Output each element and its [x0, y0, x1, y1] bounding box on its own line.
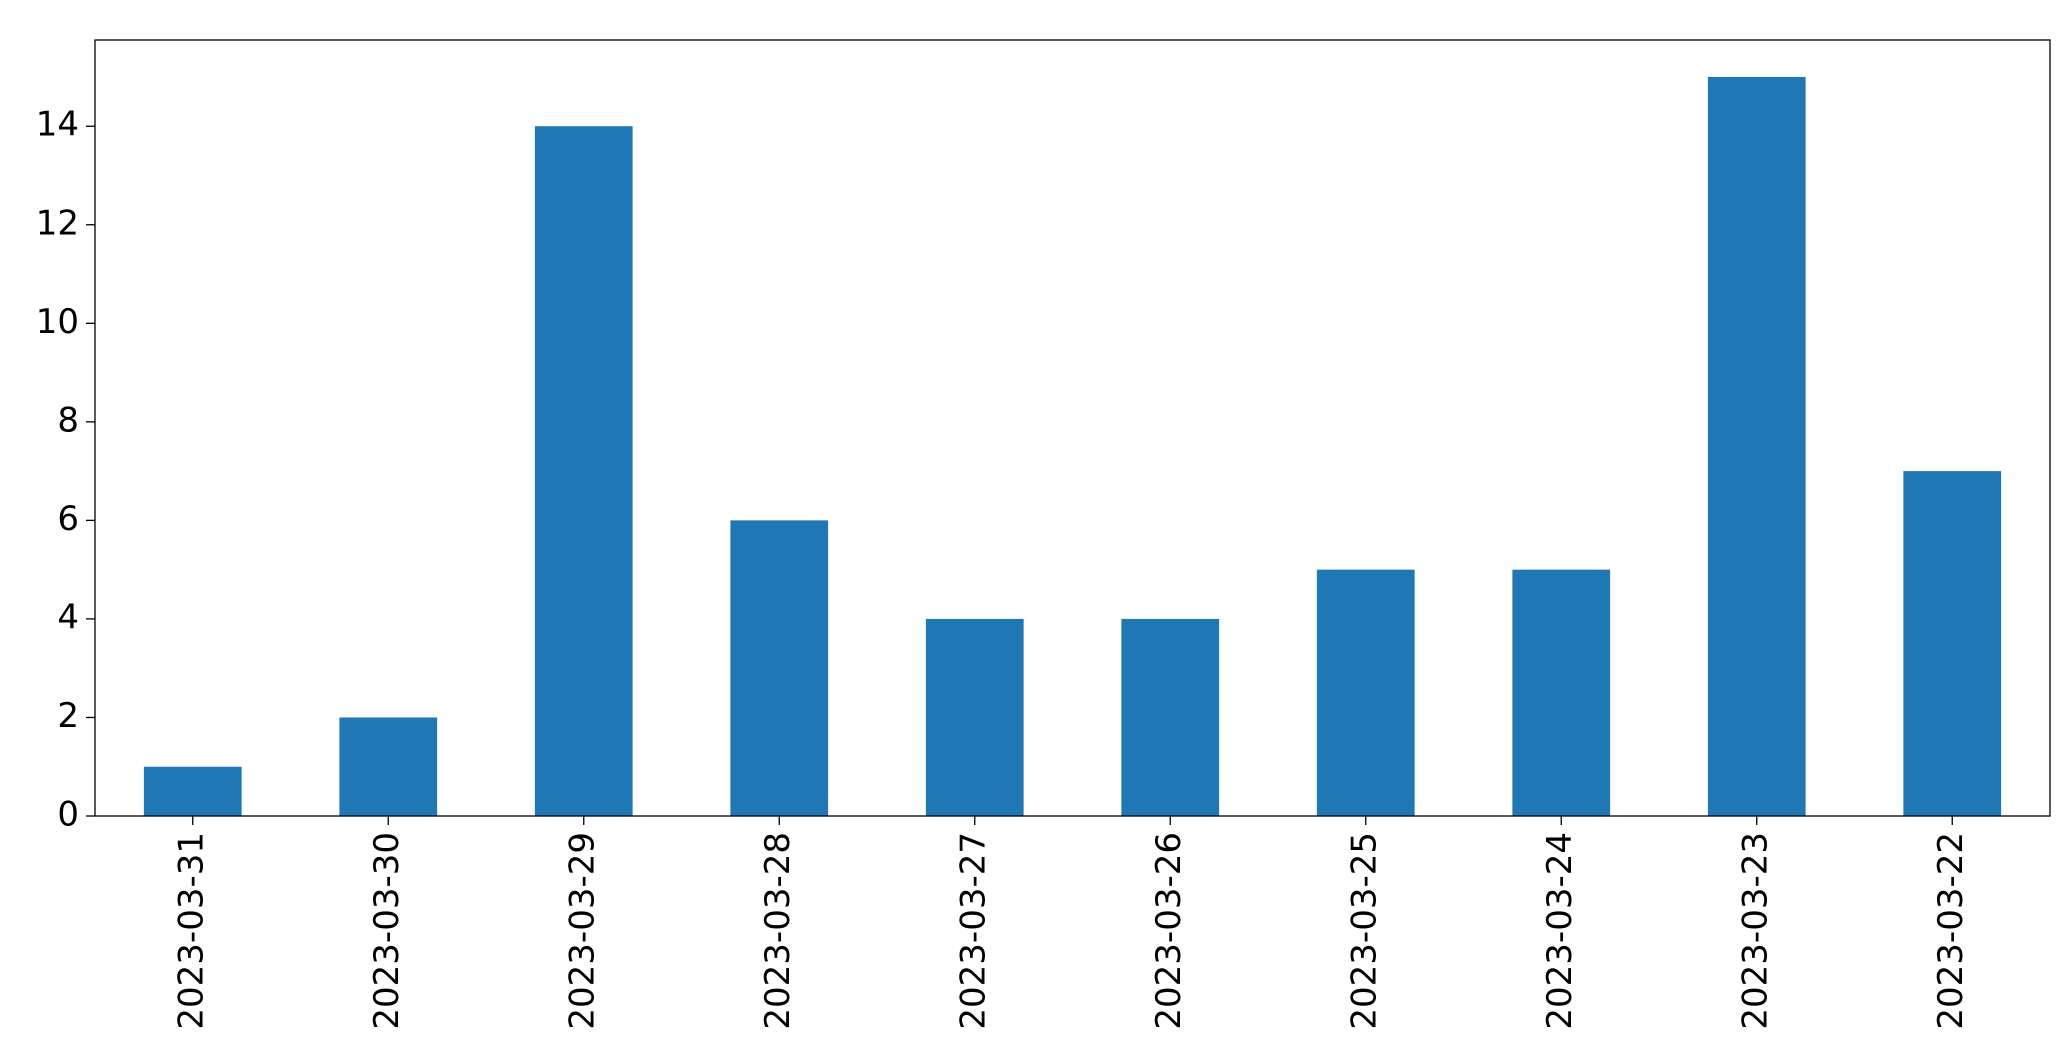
x-tick-label: 2023-03-24	[1540, 832, 1580, 1030]
bar	[339, 717, 438, 816]
bar	[143, 766, 242, 816]
plot-frame	[94, 39, 2051, 817]
y-tick-label: 6	[57, 499, 79, 539]
x-tick-label: 2023-03-22	[1931, 832, 1971, 1030]
bar	[1512, 569, 1611, 816]
x-tick-label: 2023-03-25	[1344, 832, 1384, 1030]
y-tick-label: 12	[36, 203, 79, 243]
y-tick-label: 4	[57, 597, 79, 637]
y-tick-label: 14	[36, 105, 79, 145]
x-tick-label: 2023-03-29	[562, 832, 602, 1030]
y-tick-label: 2	[57, 696, 79, 736]
x-tick-label: 2023-03-30	[367, 832, 407, 1030]
bar	[1316, 569, 1415, 816]
x-tick-label: 2023-03-31	[171, 832, 211, 1030]
bar	[1707, 76, 1806, 816]
x-tick-label: 2023-03-26	[1149, 832, 1189, 1030]
y-tick-label: 10	[36, 302, 79, 342]
bar	[534, 126, 633, 816]
x-tick-label: 2023-03-28	[758, 832, 798, 1030]
bar	[730, 520, 829, 816]
y-tick-label: 0	[57, 795, 79, 835]
bar	[1903, 471, 2002, 816]
bar	[1121, 618, 1220, 816]
x-tick-label: 2023-03-27	[953, 832, 993, 1030]
x-tick-label: 2023-03-23	[1735, 832, 1775, 1030]
bar	[925, 618, 1024, 816]
y-tick-label: 8	[57, 400, 79, 440]
